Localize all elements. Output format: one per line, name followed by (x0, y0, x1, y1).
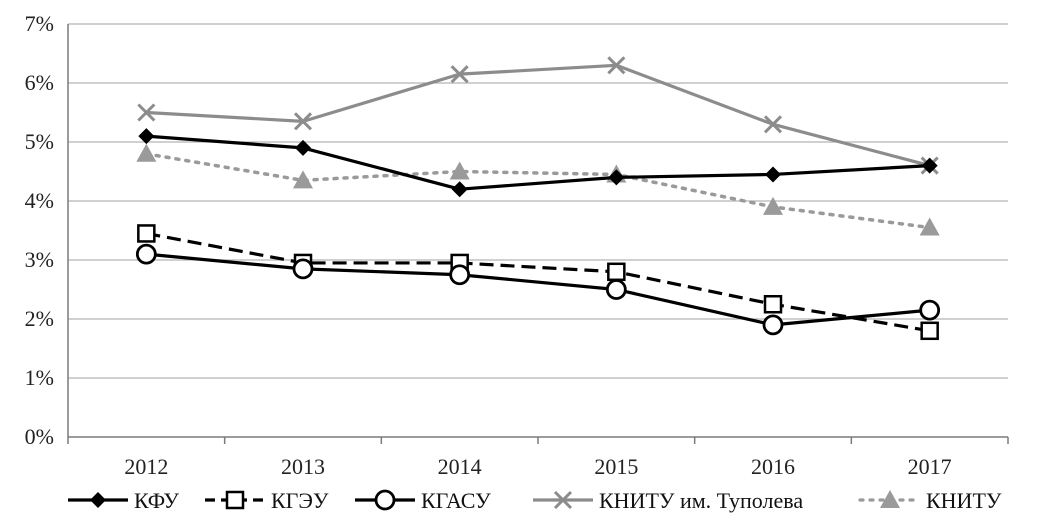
legend-marker (553, 490, 573, 510)
series-line (146, 252, 930, 327)
data-point (295, 139, 311, 156)
legend-label: КФУ (134, 488, 179, 513)
x-tick-label: 2015 (594, 454, 638, 479)
data-point (138, 128, 155, 145)
y-tick-label: 7% (25, 11, 54, 36)
data-point (762, 314, 784, 336)
legend-marker (374, 489, 396, 511)
legend-marker (90, 492, 106, 508)
series-5 (136, 143, 940, 236)
x-tick-label: 2014 (438, 454, 482, 479)
legend-item: КНИТУ (858, 488, 1002, 513)
legend-marker (225, 490, 245, 510)
data-point (919, 217, 940, 236)
legend-label: КГАСУ (421, 488, 491, 513)
x-tick-labels: 2012 2013 2014 2015 2016 2017 (124, 454, 951, 479)
data-point (765, 166, 781, 183)
legend-label: КГЭУ (271, 488, 329, 513)
data-point (449, 161, 470, 180)
series-line (146, 231, 930, 333)
data-point (608, 169, 625, 186)
legend-marker (880, 490, 900, 508)
grid-lines (68, 23, 1008, 379)
data-point (763, 295, 783, 314)
legend-item: КГЭУ (205, 488, 329, 513)
series-line (146, 63, 931, 168)
data-point (451, 181, 468, 198)
legend-item: КФУ (68, 488, 179, 513)
data-point (137, 224, 156, 243)
data-point (607, 262, 626, 282)
y-tick-label: 1% (25, 365, 54, 390)
axes (67, 24, 1009, 444)
data-point (293, 112, 313, 131)
data-point (137, 103, 156, 122)
legend-label: КНИТУ (926, 488, 1002, 513)
series-line (144, 152, 932, 230)
data-point (919, 299, 941, 321)
y-tick-label: 4% (25, 188, 54, 213)
data-point (136, 143, 157, 162)
data-point (293, 170, 313, 189)
y-tick-labels: 0% 1% 2% 3% 4% 5% 6% 7% (25, 11, 54, 449)
legend-label: КНИТУ им. Туполева (599, 488, 803, 513)
legend: КФУ КГЭУ КГАСУ КНИТУ им. Туполева КНИТУ (68, 488, 1002, 513)
data-point (605, 279, 627, 300)
x-tick-label: 2012 (124, 454, 168, 479)
y-tick-label: 2% (25, 306, 54, 331)
x-tick-label: 2016 (751, 454, 795, 479)
data-point (135, 243, 157, 265)
series-4 (137, 56, 939, 175)
data-point (921, 157, 938, 174)
series-3 (135, 243, 941, 336)
data-point (449, 264, 471, 286)
data-point (292, 258, 314, 280)
data-point (450, 65, 469, 84)
series-line (146, 134, 930, 191)
x-tick-label: 2013 (281, 454, 325, 479)
data-point (607, 56, 626, 75)
x-tick-label: 2017 (908, 454, 952, 479)
series-1 (138, 128, 938, 198)
data-point (763, 196, 783, 215)
series-lines (135, 56, 941, 341)
data-point (920, 321, 939, 341)
y-tick-label: 6% (25, 70, 54, 95)
y-tick-label: 3% (25, 247, 54, 272)
legend-item: КГАСУ (355, 488, 491, 513)
data-point (763, 115, 783, 134)
y-tick-label: 5% (25, 129, 54, 154)
y-tick-label: 0% (25, 424, 54, 449)
legend-item: КНИТУ им. Туполева (533, 488, 803, 513)
